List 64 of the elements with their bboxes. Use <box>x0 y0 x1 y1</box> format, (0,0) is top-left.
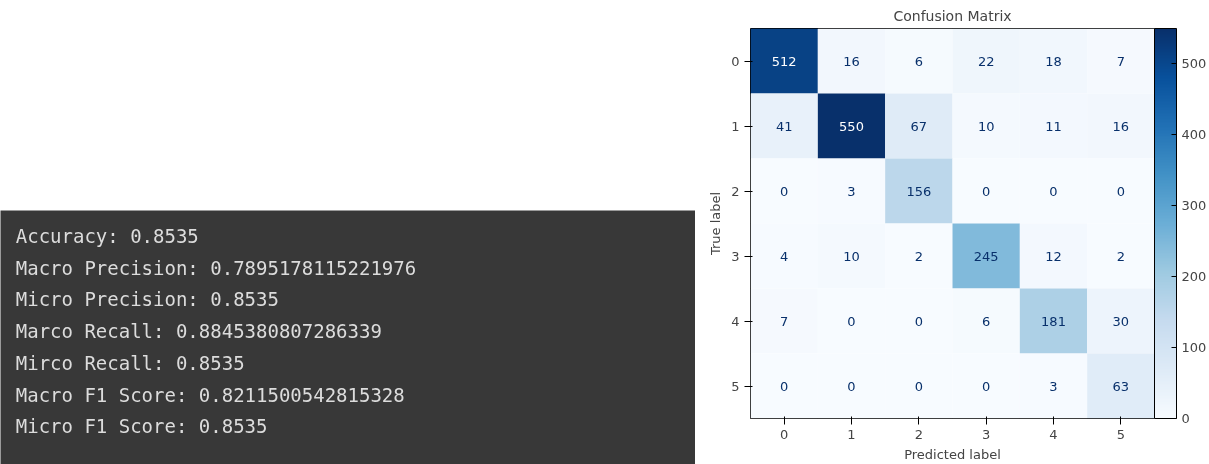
data-label: 18 <box>1045 53 1062 69</box>
data-label: 0 <box>847 378 856 394</box>
color-bar-label: 100 <box>1181 340 1207 356</box>
data-label: 22 <box>977 53 995 69</box>
data-label: 245 <box>973 248 999 264</box>
data-label: 16 <box>843 53 860 69</box>
data-label: 3 <box>1049 378 1058 394</box>
y-tick-label: 2 <box>731 183 740 199</box>
y-tick-label: 3 <box>731 248 740 264</box>
data-label: 2 <box>1116 248 1125 264</box>
text: Marco Recall: 0.8845380807286339 <box>15 320 382 343</box>
data-label: 181 <box>1041 313 1066 329</box>
data-label: 11 <box>1045 118 1062 134</box>
data-label: 10 <box>977 118 995 134</box>
text: Macro Precision: 0.7895178115221976 <box>15 256 417 279</box>
y-tick-label: 5 <box>731 378 740 394</box>
color-bar-label: 300 <box>1181 198 1207 214</box>
data-label: 0 <box>780 378 789 394</box>
color-bar-label: 500 <box>1181 56 1207 72</box>
data-label: 0 <box>1116 183 1125 199</box>
x-tick-label: 4 <box>1049 426 1058 442</box>
data-label: 0 <box>914 378 923 394</box>
data-label: 41 <box>775 118 793 134</box>
data-label: 16 <box>1112 118 1130 134</box>
data-label: 0 <box>982 378 991 394</box>
data-label: 0 <box>1049 183 1058 199</box>
data-label: 6 <box>982 313 991 329</box>
data-label: 3 <box>847 183 856 199</box>
y-axis-title: True label <box>708 191 724 257</box>
x-tick-label: 1 <box>847 426 856 442</box>
x-tick-label: 5 <box>1116 426 1125 442</box>
y-tick-label: 0 <box>731 53 740 69</box>
color-bar-label: 0 <box>1181 411 1190 426</box>
text: Mirco Recall: 0.8535 <box>15 351 245 374</box>
data-label: 12 <box>1045 248 1062 264</box>
data-label: 67 <box>910 118 928 134</box>
data-label: 10 <box>843 248 860 264</box>
data-label: 0 <box>780 183 789 199</box>
text: Micro F1 Score: 0.8535 <box>15 415 268 438</box>
x-tick-label: 2 <box>914 426 923 442</box>
data-label: 0 <box>982 183 991 199</box>
data-label: 512 <box>771 53 797 69</box>
data-label: 0 <box>914 313 923 329</box>
color-bar-label: 200 <box>1181 269 1207 285</box>
data-label: 6 <box>914 53 923 69</box>
data-label: 7 <box>780 313 789 329</box>
data-label: 63 <box>1112 378 1130 394</box>
data-label: 0 <box>847 313 856 329</box>
text: Micro Precision: 0.8535 <box>15 288 279 311</box>
y-tick-label: 1 <box>731 118 740 134</box>
chart-title: Confusion Matrix <box>893 7 1012 24</box>
x-tick-label: 3 <box>982 426 991 442</box>
data-label: 550 <box>839 118 864 134</box>
data-label: 30 <box>1112 313 1130 329</box>
data-label: 156 <box>906 183 932 199</box>
y-tick-label: 4 <box>731 313 740 329</box>
x-axis-title: Predicted label <box>904 446 1001 462</box>
color-bar-label: 400 <box>1181 127 1207 143</box>
data-label: 4 <box>780 248 789 264</box>
data-label: 2 <box>914 248 923 264</box>
text: Macro F1 Score: 0.8211500542815328 <box>15 383 405 406</box>
text: Accuracy: 0.8535 <box>15 224 199 247</box>
x-tick-label: 0 <box>780 426 789 442</box>
data-label: 7 <box>1116 53 1125 69</box>
